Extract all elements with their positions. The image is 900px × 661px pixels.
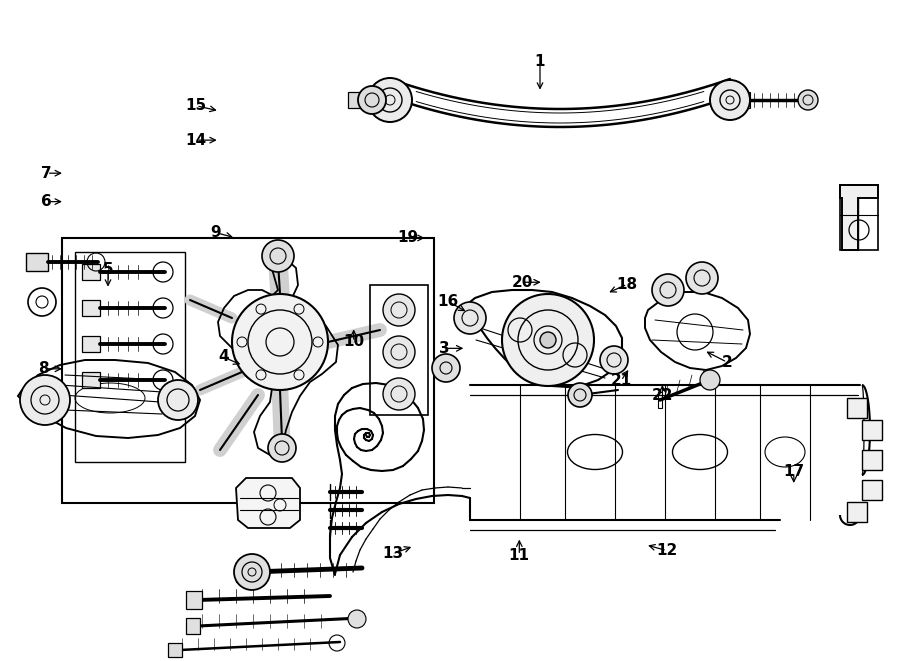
Text: 15: 15: [185, 98, 207, 113]
Circle shape: [432, 354, 460, 382]
Circle shape: [652, 274, 684, 306]
Text: 9: 9: [211, 225, 221, 240]
Text: 17: 17: [783, 465, 805, 479]
Bar: [370, 285, 428, 415]
Circle shape: [358, 86, 386, 114]
Bar: [236, 562, 254, 582]
Text: 5: 5: [103, 262, 113, 276]
Text: 1: 1: [535, 54, 545, 69]
Circle shape: [700, 370, 720, 390]
Bar: [862, 480, 882, 500]
Text: 10: 10: [343, 334, 364, 349]
Bar: [168, 643, 182, 657]
Bar: [847, 502, 867, 522]
Text: 20: 20: [511, 275, 533, 290]
Circle shape: [20, 375, 70, 425]
Text: 3: 3: [439, 341, 450, 356]
Bar: [862, 450, 882, 470]
Circle shape: [232, 294, 328, 390]
Text: 6: 6: [41, 194, 52, 209]
Bar: [748, 92, 750, 108]
Bar: [62, 238, 434, 503]
Bar: [847, 398, 867, 418]
Circle shape: [383, 294, 415, 326]
Circle shape: [600, 346, 628, 374]
Circle shape: [686, 262, 718, 294]
Circle shape: [568, 383, 592, 407]
Text: 21: 21: [610, 373, 632, 388]
Bar: [82, 372, 100, 388]
Bar: [658, 392, 662, 408]
Circle shape: [158, 380, 198, 420]
Circle shape: [368, 78, 412, 122]
Circle shape: [540, 332, 556, 348]
Text: 7: 7: [41, 166, 52, 180]
Polygon shape: [840, 185, 878, 250]
Bar: [82, 264, 100, 280]
Text: 22: 22: [652, 388, 673, 403]
Text: 11: 11: [508, 548, 530, 563]
Bar: [26, 253, 48, 271]
Text: 19: 19: [397, 231, 418, 245]
Circle shape: [348, 610, 366, 628]
Circle shape: [502, 294, 594, 386]
Text: 2: 2: [722, 355, 733, 369]
Circle shape: [383, 336, 415, 368]
Text: 8: 8: [38, 362, 49, 376]
Circle shape: [262, 240, 294, 272]
Circle shape: [710, 80, 750, 120]
Bar: [348, 92, 360, 108]
Bar: [75, 252, 185, 462]
Text: 13: 13: [382, 547, 403, 561]
Circle shape: [268, 434, 296, 462]
Bar: [862, 420, 882, 440]
Bar: [186, 618, 200, 634]
Bar: [82, 300, 100, 316]
Bar: [186, 591, 202, 609]
Bar: [840, 185, 878, 250]
Text: 18: 18: [616, 277, 638, 292]
Text: 16: 16: [437, 294, 459, 309]
Text: 14: 14: [185, 133, 207, 147]
Circle shape: [383, 378, 415, 410]
Circle shape: [234, 554, 270, 590]
Circle shape: [798, 90, 818, 110]
Polygon shape: [236, 478, 300, 528]
Bar: [82, 336, 100, 352]
Text: 4: 4: [218, 350, 229, 364]
Circle shape: [454, 302, 486, 334]
Text: 12: 12: [656, 543, 678, 558]
